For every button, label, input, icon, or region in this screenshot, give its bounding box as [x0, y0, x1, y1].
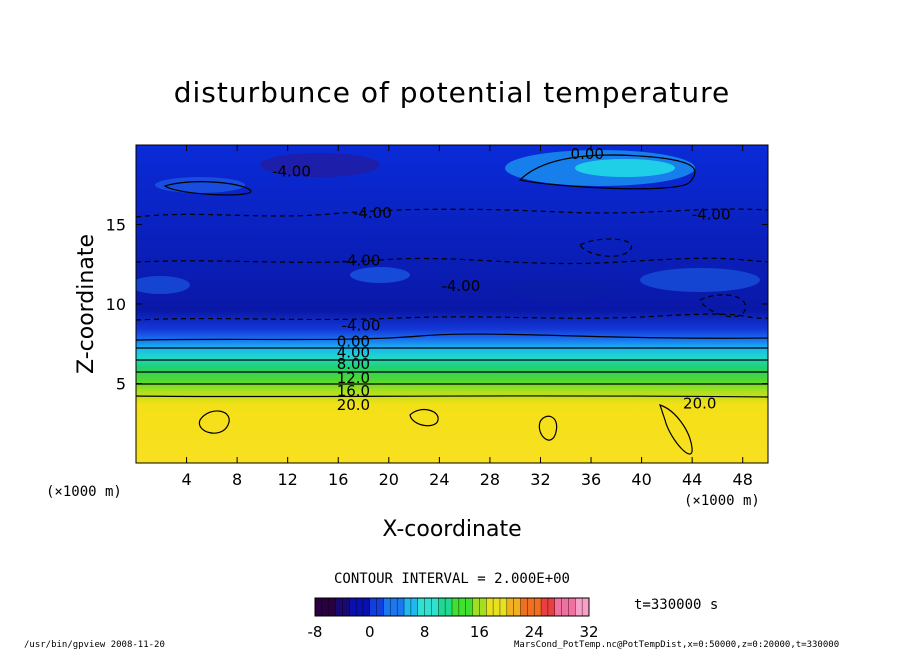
colorbar-swatch	[561, 598, 569, 616]
colorbar-swatch	[554, 598, 563, 616]
plot-area: 0.00-4.00-4.00 -4.00-4.00-4.00-4.000.004.…	[136, 145, 768, 463]
y-tick-label: 10	[106, 295, 126, 314]
cold-anomaly-top	[260, 153, 380, 177]
colorbar-swatch	[390, 598, 398, 616]
contour-label: 0.00	[337, 333, 370, 351]
warm-anomaly-core	[575, 159, 675, 177]
colorbar-swatch	[321, 598, 330, 616]
contour-label: 8.00	[337, 355, 370, 373]
colorbar-tick-label: 0	[365, 623, 375, 641]
colorbar-swatch	[397, 598, 405, 616]
y-axis-label: Z-coordinate	[74, 234, 99, 374]
colorbar-swatch	[472, 598, 480, 616]
y-tick-label: 15	[106, 216, 126, 235]
x-tick-label: 44	[682, 470, 702, 489]
contour-label: 12.0	[337, 369, 370, 387]
colorbar-swatch	[315, 598, 323, 616]
x-tick-label: 24	[429, 470, 449, 489]
contour-lines	[136, 154, 768, 455]
colorbar-swatch	[335, 598, 343, 616]
x-tick-label: 32	[530, 470, 550, 489]
contour-label: 0.00	[571, 145, 604, 163]
footer-source: MarsCond_PotTemp.nc@PotTempDist,x=0:5000…	[514, 640, 840, 650]
x-tick-label: 40	[631, 470, 651, 489]
colorbar-swatch	[541, 598, 549, 616]
contour-interval: CONTOUR INTERVAL = 2.000E+00	[334, 571, 570, 587]
colorbar-tick-label: -8	[308, 623, 323, 641]
time-label: t=330000 s	[634, 597, 718, 613]
colorbar-swatch	[479, 598, 487, 616]
colorbar-swatch	[404, 598, 412, 616]
colorbar-tick-label: 16	[470, 623, 489, 641]
colorbar-swatch	[356, 598, 364, 616]
contour-label: 16.0	[337, 382, 370, 400]
colorbar-swatch	[499, 598, 508, 616]
colorbar-swatch	[568, 598, 576, 616]
x-axis-ticks: 4 8 12 16 20 24 28 32 36 40 44 48	[181, 145, 753, 489]
y-tick-label: 5	[116, 375, 126, 394]
x-tick-label: 8	[232, 470, 242, 489]
colorbar-tick-label: 24	[525, 623, 544, 641]
colorbar	[314, 598, 590, 616]
colorbar-swatch	[349, 598, 357, 616]
colorbar-swatch	[438, 598, 446, 616]
colorbar-swatch	[376, 598, 384, 616]
colorbar-swatch	[465, 598, 474, 616]
contour-label: -4.00	[272, 162, 311, 180]
colorbar-swatch	[431, 598, 439, 616]
colorbar-swatch	[520, 598, 528, 616]
colorbar-swatch	[424, 598, 432, 616]
colorbar-swatch	[342, 598, 350, 616]
x-tick-label: 28	[480, 470, 500, 489]
x-tick-label: 12	[278, 470, 298, 489]
colorbar-swatch	[547, 598, 556, 616]
colorbar-swatch	[458, 598, 467, 616]
y-axis-ticks: 5 10 15	[106, 216, 768, 394]
colorbar-swatch	[445, 598, 453, 616]
colorbar-swatch	[534, 598, 542, 616]
colorbar-swatch	[575, 598, 583, 616]
contour-label: -4.00	[441, 277, 480, 295]
colorbar-ticks: -8 0 8 16 24 32	[308, 623, 599, 641]
contour-label: 20.0	[337, 396, 370, 414]
heatmap-field	[136, 145, 768, 463]
colorbar-swatch	[383, 598, 391, 616]
contour-label: -4.00	[353, 204, 392, 222]
colorbar-swatch	[506, 598, 515, 616]
footer-program: /usr/bin/gpview 2008-11-20	[24, 640, 165, 650]
contour-label: -4.00	[342, 317, 381, 335]
chart-title: disturbunce of potential temperature	[174, 76, 731, 109]
x-axis-label: X-coordinate	[382, 517, 521, 542]
colorbar-swatch	[362, 598, 371, 616]
colorbar-swatch	[452, 598, 460, 616]
x-tick-label: 36	[581, 470, 601, 489]
colorbar-tick-label: 8	[420, 623, 430, 641]
colorbar-frame	[314, 597, 590, 617]
x-tick-label: 4	[181, 470, 191, 489]
x-tick-label: 16	[328, 470, 348, 489]
contour-label: 4.00	[337, 344, 370, 362]
colorbar-swatch	[417, 598, 426, 616]
x-tick-label: 20	[379, 470, 399, 489]
x-unit-right: (×1000 m)	[684, 493, 760, 509]
colorbar-swatch	[493, 598, 501, 616]
colorbar-swatch	[410, 598, 419, 616]
colorbar-tick-label: 32	[579, 623, 598, 641]
contour-labels: 0.00-4.00-4.00 -4.00-4.00-4.00-4.000.004.…	[272, 145, 730, 414]
colorbar-swatch	[527, 598, 535, 616]
contour-label: -4.00	[692, 205, 731, 223]
colorbar-swatch	[486, 598, 494, 616]
colorbar-swatch	[513, 598, 521, 616]
colorbar-swatch	[582, 598, 590, 616]
contour-label: 20.0	[683, 395, 716, 413]
x-tick-label: 48	[733, 470, 753, 489]
colorbar-swatch	[328, 598, 337, 616]
colorbar-swatch	[369, 598, 378, 616]
contour-label: -4.00	[342, 251, 381, 269]
x-unit-left: (×1000 m)	[46, 484, 122, 500]
